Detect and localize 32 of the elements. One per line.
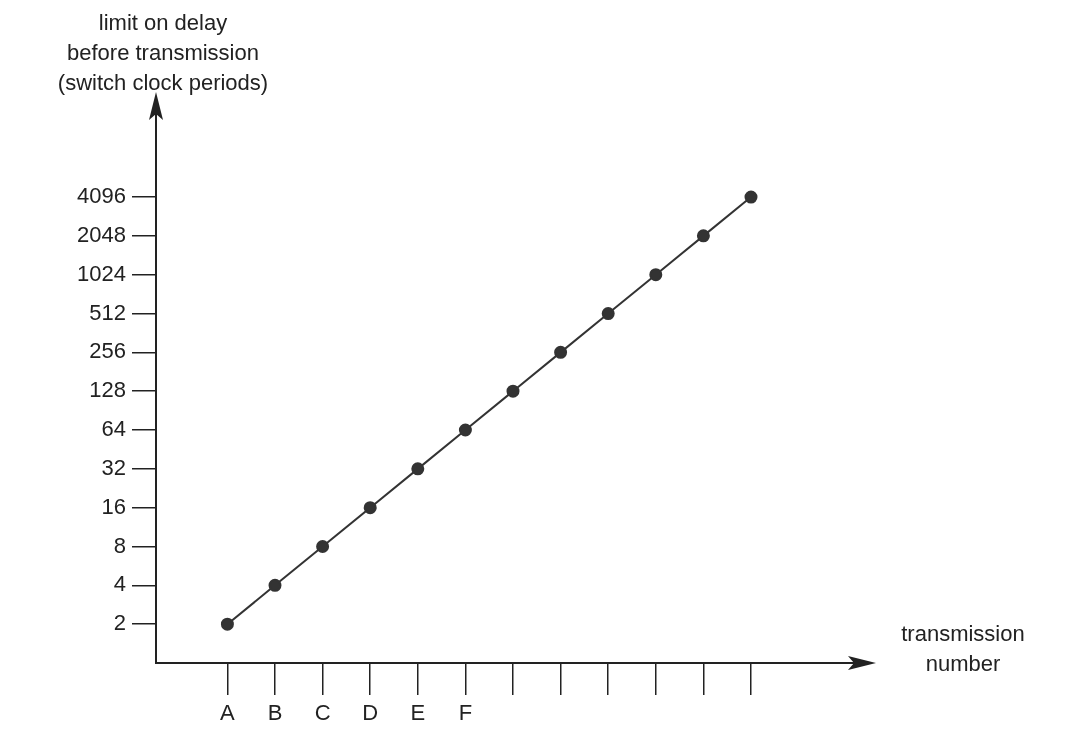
y-tick-label: 4096	[77, 183, 126, 209]
point	[411, 462, 425, 476]
point	[601, 307, 615, 321]
y-tick-label: 2048	[77, 221, 126, 247]
point	[744, 190, 758, 204]
text: transmission number	[900, 620, 1026, 678]
y-tick-label: 32	[101, 454, 126, 480]
point	[316, 540, 330, 554]
y-tick-label: 256	[89, 338, 126, 364]
y-tick-label: 4	[113, 571, 126, 597]
point	[506, 384, 520, 398]
point	[696, 229, 710, 243]
y-tick-label: 8	[113, 532, 126, 558]
y-tick-label: 128	[89, 377, 126, 403]
x-tick-label: F	[458, 700, 473, 726]
y-tick-label: 512	[89, 299, 126, 325]
y-tick-label: 1024	[77, 260, 126, 286]
y-axis-title: limit on delay before transmission (switch clock periods)	[56, 9, 270, 97]
x-tick-label: B	[267, 700, 283, 726]
x-tick-label: C	[314, 700, 331, 726]
point	[458, 423, 472, 437]
y-tick-label: 16	[101, 493, 126, 519]
y-tick-label: 2	[113, 610, 126, 636]
x-tick-label: A	[220, 700, 236, 726]
point	[554, 345, 568, 359]
x-tick-label: D	[362, 700, 379, 726]
y-tick-label: 64	[101, 416, 126, 442]
point	[268, 578, 282, 592]
point	[220, 617, 234, 631]
x-tick-label: E	[410, 700, 426, 726]
point	[649, 268, 663, 282]
point	[363, 501, 377, 515]
